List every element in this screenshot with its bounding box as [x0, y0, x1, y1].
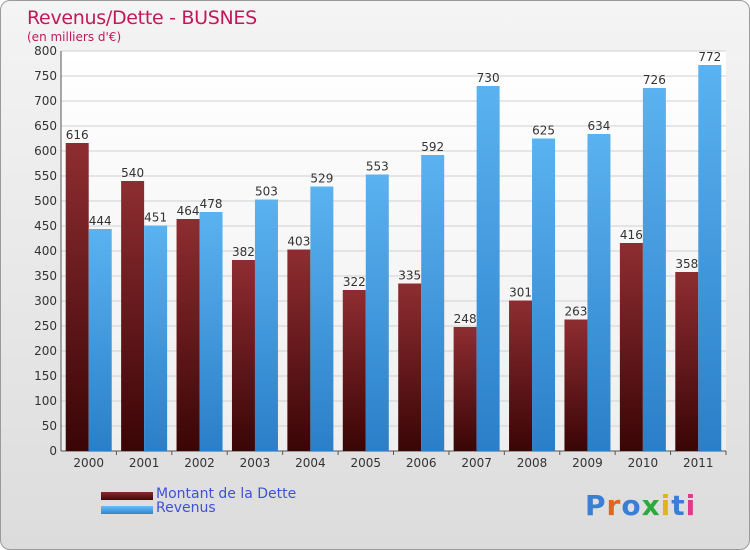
data-label-revenue: 444 [89, 214, 112, 228]
y-tick-label: 150 [34, 369, 57, 383]
bar-revenue-2003 [254, 199, 278, 451]
y-tick-label: 200 [34, 344, 57, 358]
legend-label-revenue: Revenus [156, 500, 216, 516]
y-tick-label: 550 [34, 169, 57, 183]
y-tick-label: 100 [34, 394, 57, 408]
y-tick-label: 750 [34, 69, 57, 83]
x-tick-label: 2009 [572, 456, 603, 470]
x-tick-label: 2001 [129, 456, 160, 470]
bar-revenue-2011 [698, 65, 722, 451]
x-tick-label: 2010 [628, 456, 659, 470]
logo-letter: i [685, 489, 697, 522]
y-tick-label: 700 [34, 94, 57, 108]
logo-letter: x [641, 489, 661, 522]
y-tick-label: 400 [34, 244, 57, 258]
x-tick-label: 2011 [683, 456, 714, 470]
proxiti-logo: Proxiti [585, 489, 696, 522]
x-tick-label: 2006 [406, 456, 437, 470]
data-label-revenue: 634 [588, 119, 611, 133]
logo-letter: i [660, 489, 672, 522]
data-label-revenue: 553 [366, 160, 389, 174]
data-label-revenue: 529 [310, 172, 333, 186]
y-tick-label: 300 [34, 294, 57, 308]
legend-swatch-revenue [101, 506, 153, 514]
y-tick-label: 600 [34, 144, 57, 158]
data-label-debt: 358 [675, 257, 698, 271]
data-label-revenue: 451 [144, 211, 167, 225]
y-tick-label: 450 [34, 219, 57, 233]
chart-subtitle: (en milliers d'€) [27, 30, 122, 44]
bar-debt-2006 [398, 283, 422, 451]
data-label-debt: 322 [343, 275, 366, 289]
data-label-debt: 382 [232, 245, 255, 259]
x-tick-label: 2008 [517, 456, 548, 470]
legend-swatch-debt [101, 492, 153, 500]
data-label-debt: 416 [620, 228, 643, 242]
y-tick-label: 800 [34, 44, 57, 58]
data-label-revenue: 625 [532, 124, 555, 138]
bar-revenue-2002 [199, 212, 223, 451]
legend-label-debt: Montant de la Dette [156, 486, 297, 502]
bar-revenue-2000 [88, 229, 112, 451]
y-tick-label: 500 [34, 194, 57, 208]
x-tick-label: 2000 [73, 456, 104, 470]
data-label-debt: 248 [454, 312, 477, 326]
bar-debt-2001 [121, 181, 145, 451]
bar-debt-2003 [231, 260, 255, 451]
x-tick-label: 2007 [461, 456, 492, 470]
bar-revenue-2005 [365, 174, 389, 451]
bar-revenue-2001 [144, 225, 168, 451]
y-tick-label: 350 [34, 269, 57, 283]
logo-letter: r [606, 489, 622, 522]
bar-debt-2007 [453, 327, 477, 451]
data-label-debt: 616 [66, 128, 89, 142]
data-label-debt: 263 [565, 305, 588, 319]
data-label-revenue: 772 [698, 50, 721, 64]
data-label-debt: 335 [398, 269, 421, 283]
y-tick-label: 50 [42, 419, 57, 433]
bar-revenue-2004 [310, 186, 334, 451]
bar-revenue-2010 [642, 88, 666, 451]
data-label-revenue: 730 [477, 71, 500, 85]
data-label-revenue: 503 [255, 185, 278, 199]
chart-title: Revenus/Dette - BUSNES [27, 7, 257, 29]
x-tick-label: 2005 [351, 456, 382, 470]
data-label-revenue: 726 [643, 73, 666, 87]
bar-revenue-2006 [421, 155, 445, 451]
bar-debt-2004 [287, 249, 311, 451]
data-label-debt: 540 [121, 166, 144, 180]
bar-debt-2002 [176, 219, 200, 451]
bar-debt-2008 [509, 300, 533, 451]
bar-revenue-2009 [587, 134, 611, 451]
data-label-debt: 464 [177, 204, 200, 218]
y-tick-label: 650 [34, 119, 57, 133]
bar-debt-2011 [675, 272, 699, 451]
logo-letter: o [621, 489, 642, 522]
logo-letter: t [671, 489, 686, 522]
x-tick-label: 2004 [295, 456, 326, 470]
data-label-debt: 403 [287, 235, 310, 249]
x-tick-label: 2003 [240, 456, 271, 470]
bar-debt-2010 [619, 243, 643, 451]
bar-debt-2000 [65, 143, 89, 451]
bar-debt-2005 [342, 290, 366, 451]
bar-revenue-2007 [476, 86, 500, 451]
y-tick-label: 0 [49, 444, 57, 458]
data-label-revenue: 478 [200, 197, 223, 211]
y-tick-label: 250 [34, 319, 57, 333]
data-label-debt: 301 [509, 286, 532, 300]
logo-letter: P [585, 489, 607, 522]
data-label-revenue: 592 [421, 140, 444, 154]
bar-revenue-2008 [532, 138, 556, 451]
bar-debt-2009 [564, 319, 588, 451]
x-tick-label: 2002 [184, 456, 215, 470]
